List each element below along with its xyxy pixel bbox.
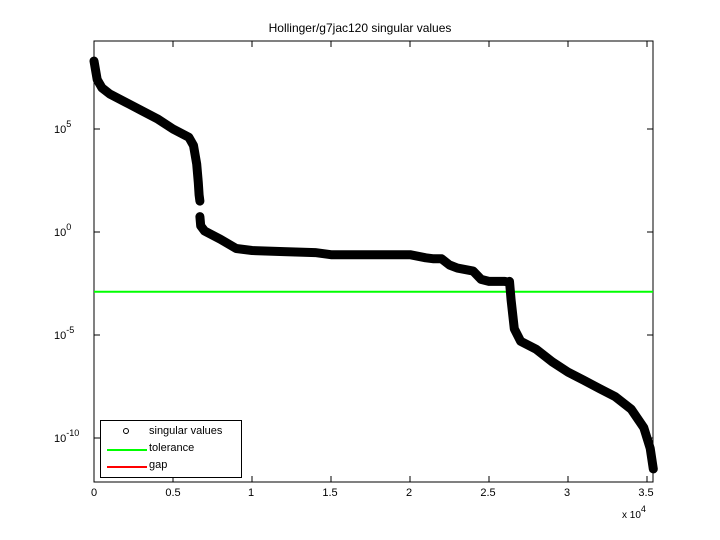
y-tick-label: 10-10 [54, 428, 80, 445]
legend-item-gap: gap [101, 458, 241, 474]
green-line-icon [107, 449, 147, 451]
x-tick-label: 0.5 [165, 487, 181, 499]
x-tick-label: 1 [247, 487, 255, 499]
x-tick-label: 3.5 [638, 487, 654, 499]
y-tick-label: 105 [54, 119, 72, 136]
legend: singular values tolerance gap [100, 420, 242, 478]
x-tick-label: 0 [90, 487, 98, 499]
legend-item-tolerance: tolerance [101, 441, 241, 457]
x-tick-label: 3 [563, 487, 571, 499]
legend-item-singular-values: singular values [101, 424, 241, 440]
red-line-icon [107, 466, 147, 468]
x-tick-label: 2.5 [480, 487, 496, 499]
y-tick-label: 100 [54, 222, 72, 239]
x-tick-label: 1.5 [322, 487, 338, 499]
axes-frame [93, 40, 654, 483]
singular-values-series [89, 56, 658, 474]
x-axis-multiplier: x 104 [622, 504, 646, 521]
circle-marker-icon [123, 428, 129, 434]
axis-ticks [93, 41, 653, 482]
x-tick-label: 2 [405, 487, 413, 499]
y-tick-label: 10-5 [54, 325, 75, 342]
chart-title: Hollinger/g7jac120 singular values [268, 21, 452, 35]
